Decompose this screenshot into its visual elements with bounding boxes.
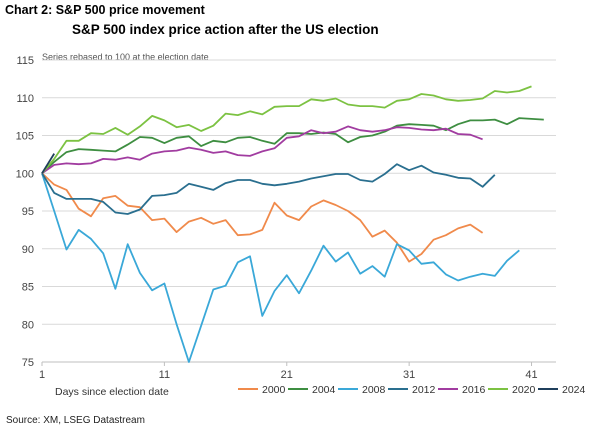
legend-label-2000: 2000 xyxy=(262,384,286,396)
series-line-2000 xyxy=(41,172,484,263)
x-tick-label: 41 xyxy=(525,369,537,381)
series-line-2024 xyxy=(41,153,55,174)
x-tick-label: 1 xyxy=(39,369,45,381)
y-tick-label: 95 xyxy=(22,206,34,218)
y-tick-label: 75 xyxy=(22,357,34,369)
y-tick-label: 105 xyxy=(16,131,34,143)
y-tick-label: 90 xyxy=(22,244,34,256)
legend-label-2012: 2012 xyxy=(412,384,436,396)
chart-subtitle: Series rebased to 100 at the election da… xyxy=(42,52,209,62)
x-tick-label: 31 xyxy=(403,369,415,381)
legend-label-2004: 2004 xyxy=(312,384,336,396)
legend-label-2008: 2008 xyxy=(362,384,386,396)
series-line-2012 xyxy=(41,163,496,215)
x-tick-label: 21 xyxy=(281,369,293,381)
legend-label-2020: 2020 xyxy=(512,384,536,396)
legend-label-2024: 2024 xyxy=(562,384,586,396)
y-tick-label: 115 xyxy=(16,55,34,67)
y-tick-label: 85 xyxy=(22,282,34,294)
series-line-2016 xyxy=(41,125,483,175)
series-line-2020 xyxy=(41,85,532,174)
chart-container: S&P 500 index price action after the US … xyxy=(0,20,600,410)
series-line-2004 xyxy=(41,117,544,174)
header-title: Chart 2: S&P 500 price movement xyxy=(5,3,205,17)
chart-title: S&P 500 index price action after the US … xyxy=(72,22,379,37)
y-tick-label: 100 xyxy=(16,168,34,180)
x-axis-label: Days since election date xyxy=(55,386,169,398)
series-line-2008 xyxy=(41,173,520,363)
source-note: Source: XM, LSEG Datastream xyxy=(6,415,145,426)
x-tick-label: 11 xyxy=(159,369,170,381)
y-tick-label: 110 xyxy=(16,93,34,105)
y-tick-label: 80 xyxy=(22,319,34,331)
legend-label-2016: 2016 xyxy=(462,384,486,396)
